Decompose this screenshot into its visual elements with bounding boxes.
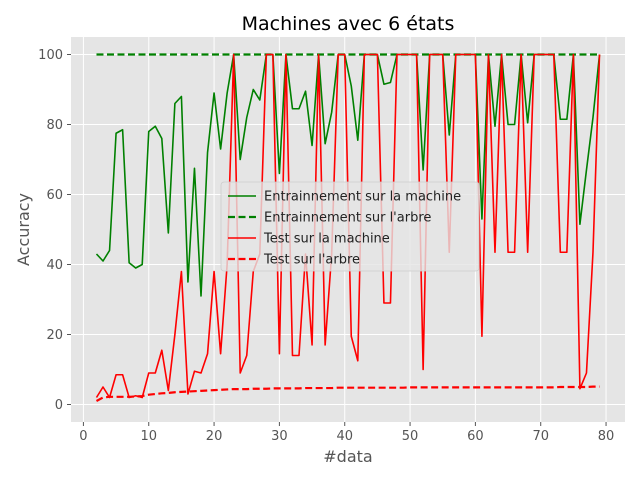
x-tick-label: 80 xyxy=(598,429,615,444)
legend-label: Test sur l'arbre xyxy=(263,253,360,268)
axis-ticks: 0 10 20 30 40 50 60 70 80 0 20 40 60 80 100 xyxy=(38,48,614,444)
x-tick-label: 60 xyxy=(467,429,484,444)
y-tick-label: 40 xyxy=(46,258,63,273)
legend-label: Test sur la machine xyxy=(263,232,390,247)
y-axis-title: Accuracy xyxy=(14,193,33,266)
x-tick-label: 70 xyxy=(532,429,549,444)
y-tick-label: 0 xyxy=(55,398,63,413)
x-tick-label: 20 xyxy=(206,429,223,444)
y-tick-label: 80 xyxy=(46,118,63,133)
x-tick-label: 10 xyxy=(140,429,157,444)
x-tick-label: 40 xyxy=(336,429,353,444)
x-axis-title: #data xyxy=(323,447,372,466)
series-line-4 xyxy=(95,385,600,402)
y-tick-label: 60 xyxy=(46,188,63,203)
legend-label: Entrainnement sur l'arbre xyxy=(264,211,431,226)
x-tick-label: 30 xyxy=(271,429,288,444)
legend-label: Entrainnement sur la machine xyxy=(264,190,461,205)
y-tick-label: 20 xyxy=(46,328,63,343)
x-tick-label: 50 xyxy=(402,429,419,444)
series-line-1 xyxy=(95,53,601,297)
legend-box xyxy=(220,181,480,272)
legend: Entrainnement sur la machine Entrainnemen… xyxy=(220,181,480,272)
x-tick-label: 0 xyxy=(79,429,87,444)
chart-title: Machines avec 6 états xyxy=(242,13,455,35)
y-tick-label: 100 xyxy=(38,48,63,63)
